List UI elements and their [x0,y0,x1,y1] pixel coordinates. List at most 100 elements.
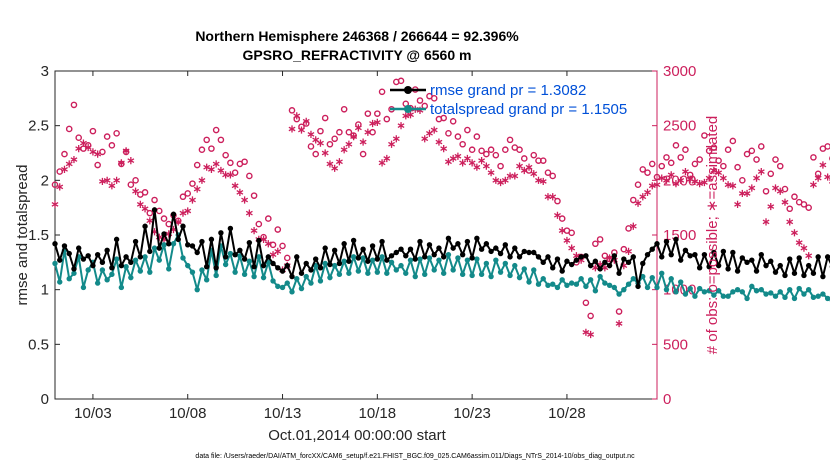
totalspread-point [407,257,414,263]
assimilated-obs-point [383,154,391,163]
possible-obs-point [729,137,737,145]
possible-obs-point [672,142,680,149]
possible-obs-point [198,146,206,154]
totalspread-point [147,269,153,275]
totalspread-point [66,276,72,282]
assimilated-obs-point [563,236,571,245]
rmse-point [142,223,148,229]
assimilated-obs-point [65,160,73,168]
possible-obs-point [705,147,713,155]
totalspread-point [213,272,219,279]
assimilated-obs-point [388,140,395,148]
totalspread-point [85,267,91,273]
rmse-point [137,254,144,260]
rmse-point [616,270,622,276]
assimilated-obs-point [307,130,315,139]
rmse-point [550,265,556,271]
assimilated-obs-point [321,149,329,157]
assimilated-obs-point [776,187,784,195]
possible-obs-point [805,204,812,211]
totalspread-point [488,273,494,280]
totalspread-point [71,270,77,276]
assimilated-obs-point [554,211,561,219]
totalspread-point [109,271,115,278]
assimilated-obs-point [819,161,827,169]
rmse-point [180,223,186,229]
rmse-point [573,257,580,263]
assimilated-obs-point [402,112,410,120]
rmse-point [317,265,324,271]
legend-spread-marker [404,105,412,113]
totalspread-point [52,260,58,267]
possible-obs-point [487,146,495,154]
possible-obs-point [189,180,196,187]
assimilated-obs-point [103,176,111,184]
assimilated-obs-point [539,177,547,186]
totalspread-point [568,280,575,286]
assimilated-obs-point [511,172,519,180]
rmse-point [820,273,826,280]
possible-obs-point [497,162,504,170]
assimilated-obs-point [61,165,68,173]
rmse-point [516,254,523,260]
totalspread-point [483,260,490,267]
rmse-point [203,264,210,270]
totalspread-point [587,277,594,283]
assimilated-obs-point [459,159,467,167]
rmse-point [772,269,779,275]
totalspread-point [474,256,480,262]
assimilated-obs-point [198,176,206,184]
possible-obs-point [141,189,149,196]
rmse-point [739,255,746,261]
possible-obs-point [667,159,675,167]
rmse-point [289,273,295,280]
possible-obs-point [739,177,746,184]
possible-obs-point [288,107,296,114]
totalspread-point [810,294,817,301]
rmse-point [275,265,281,271]
rmse-point [611,253,618,259]
totalspread-point [99,267,106,273]
assimilated-obs-point [568,244,576,252]
possible-obs-point [265,215,272,222]
rmse-point [360,246,366,252]
totalspread-point [270,278,276,284]
rmse-point [308,267,314,273]
rmse-point [474,235,480,241]
totalspread-point [417,256,423,262]
y-tick-label: 1 [41,282,49,299]
rmse-point [564,258,570,264]
rmse-point [222,254,229,260]
assimilated-obs-point [454,152,462,160]
possible-obs-point [810,154,817,161]
totalspread-point [711,292,717,298]
totalspread-point [564,282,570,288]
rmse-point [256,237,262,244]
rmse-point [208,236,215,243]
assimilated-obs-point [634,199,642,207]
rmse-point [478,246,485,252]
rmse-point [227,225,234,232]
possible-obs-point [464,126,471,134]
rmse-point [123,254,129,260]
totalspread-point [545,282,551,288]
possible-obs-point [634,181,642,189]
rmse-point [768,258,774,264]
rmse-point [644,251,651,258]
totalspread-point [104,277,110,283]
rmse-point [393,249,399,256]
assimilated-obs-point [407,111,414,119]
rmse-point [232,251,238,258]
assimilated-obs-point [501,176,509,184]
rmse-point [99,259,106,266]
possible-obs-point [781,185,789,193]
possible-obs-point [629,196,637,204]
totalspread-point [355,268,362,274]
possible-obs-point [369,128,376,136]
totalspread-point [431,267,437,273]
rmse-point [71,266,77,272]
possible-obs-point [620,245,628,253]
possible-obs-point [317,127,324,135]
possible-obs-point [753,156,760,163]
totalspread-point [706,288,712,294]
